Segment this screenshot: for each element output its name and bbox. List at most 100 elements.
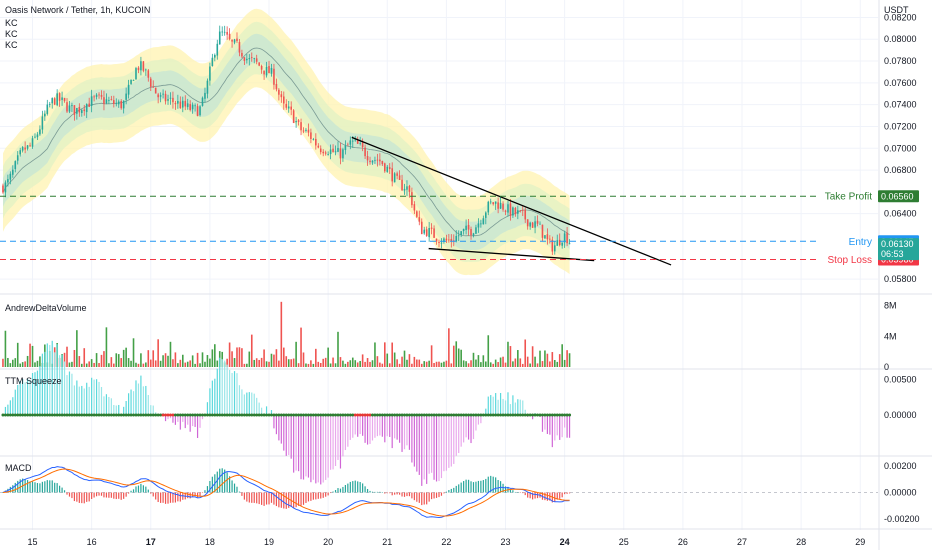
candle-body <box>539 223 541 225</box>
volume-bar <box>231 351 233 367</box>
squeeze-dot <box>292 413 296 417</box>
candle-body <box>401 179 403 191</box>
candle-body <box>179 101 182 109</box>
candle-body <box>73 105 76 115</box>
candle-body <box>315 138 317 146</box>
squeeze-dot <box>568 413 572 417</box>
squeeze-bar <box>369 414 371 444</box>
squeeze-bar <box>127 393 130 415</box>
squeeze-dot <box>479 413 483 417</box>
price-tick-0.08000: 0.08000 <box>884 34 917 44</box>
volume-bar <box>26 355 29 367</box>
macd-histogram-bar <box>532 492 534 500</box>
volume-bar <box>430 345 433 367</box>
squeeze-dot <box>260 413 264 417</box>
volume-bar <box>270 353 273 367</box>
squeeze-dot <box>412 413 416 417</box>
volume-bar <box>531 346 534 367</box>
squeeze-bar <box>541 414 544 432</box>
macd-pane-title: MACD <box>5 463 32 473</box>
volume-bar <box>258 359 260 367</box>
macd-histogram-bar <box>157 492 159 503</box>
macd-histogram-bar <box>44 481 46 493</box>
squeeze-dot <box>18 413 22 417</box>
squeeze-dot <box>218 413 222 417</box>
macd-histogram-bar <box>482 480 484 493</box>
macd-histogram-bar <box>31 481 34 493</box>
macd-histogram-bar <box>381 492 383 493</box>
candle-body <box>324 152 327 154</box>
volume-bar <box>438 361 440 367</box>
volume-bar <box>140 353 142 367</box>
take-profit-label: Take Profit <box>825 192 872 203</box>
squeeze-dot <box>356 413 360 417</box>
squeeze-dot <box>161 413 165 417</box>
volume-bar <box>117 354 120 367</box>
candle-body <box>406 186 408 190</box>
volume-bar <box>233 358 236 367</box>
squeeze-bar <box>206 402 209 415</box>
macd-histogram-bar <box>480 480 482 493</box>
volume-bar <box>16 342 19 367</box>
macd-histogram-bar <box>229 476 231 493</box>
volume-bar <box>302 352 305 367</box>
candle-body <box>534 221 536 228</box>
candle-body <box>563 233 566 243</box>
macd-histogram-bar <box>187 492 189 499</box>
squeeze-bar <box>352 414 354 438</box>
squeeze-dot <box>117 413 121 417</box>
squeeze-bar <box>113 405 115 415</box>
volume-bar <box>132 338 135 367</box>
squeeze-dot <box>203 413 207 417</box>
trendline-upper <box>351 136 672 266</box>
macd-histogram-bar <box>297 492 300 506</box>
volume-bar <box>428 360 430 367</box>
candle-body <box>51 98 54 104</box>
macd-histogram-bar <box>12 485 14 493</box>
macd-histogram-bar <box>443 492 445 494</box>
volume-bar <box>324 357 327 367</box>
squeeze-dot <box>395 413 399 417</box>
squeeze-bar <box>61 354 63 415</box>
volume-bar <box>386 353 389 367</box>
volume-bar <box>477 355 480 367</box>
candle-body <box>270 68 273 74</box>
macd-histogram-bar <box>477 480 480 493</box>
time-tick-19: 19 <box>264 537 274 547</box>
squeeze-dot <box>563 413 567 417</box>
volume-bar <box>184 362 187 367</box>
candle-body <box>263 70 265 75</box>
time-tick-17: 17 <box>146 537 156 547</box>
squeeze-bar <box>123 406 125 415</box>
candle-body <box>108 100 110 101</box>
squeeze-bar <box>66 375 68 415</box>
squeeze-bar <box>110 398 112 415</box>
volume-bar <box>154 360 157 367</box>
candle-body <box>265 66 268 76</box>
macd-histogram-bar <box>224 469 226 493</box>
candle-body <box>216 43 219 56</box>
candle-body <box>231 39 233 42</box>
volume-bar <box>482 355 485 367</box>
squeeze-bar <box>187 414 189 425</box>
squeeze-dot <box>26 413 30 417</box>
volume-tick-0: 0 <box>884 362 889 372</box>
candle-body <box>347 144 349 146</box>
candle-body <box>12 169 14 175</box>
squeeze-bar <box>297 414 300 472</box>
candle-body <box>497 202 499 209</box>
squeeze-bar <box>273 414 275 429</box>
candle-body <box>517 210 519 214</box>
volume-bar <box>322 358 325 367</box>
candle-body <box>514 207 517 215</box>
squeeze-bar <box>413 414 415 467</box>
squeeze-dot <box>427 413 431 417</box>
volume-bar <box>287 359 290 367</box>
candle-body <box>103 97 105 104</box>
candle-body <box>425 229 428 237</box>
squeeze-bar <box>22 378 24 415</box>
squeeze-dot <box>521 413 525 417</box>
squeeze-dot <box>102 413 106 417</box>
macd-histogram-bar <box>524 492 526 496</box>
